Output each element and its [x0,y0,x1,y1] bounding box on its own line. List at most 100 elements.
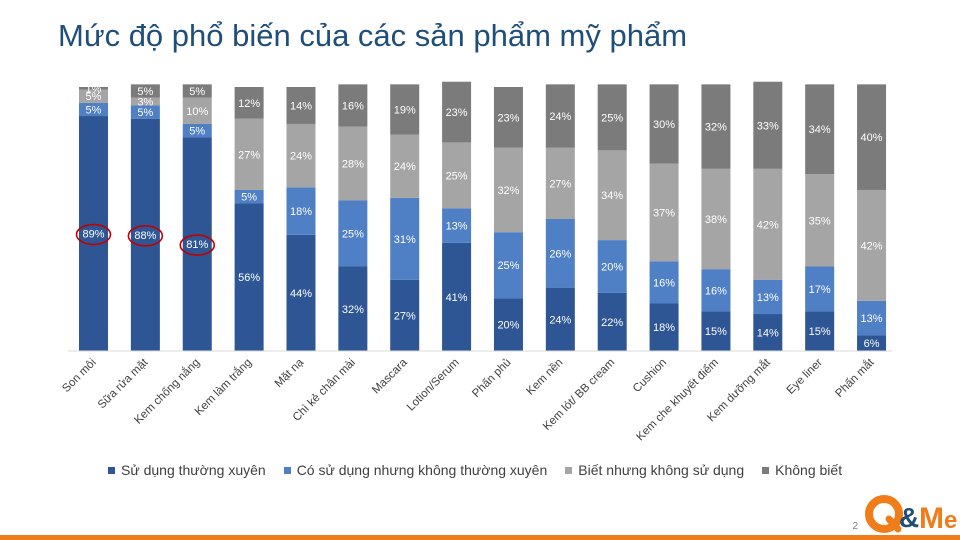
bar-segment-4-14 [753,81,783,169]
bar-segment-4-2 [130,84,160,98]
data-label: 32% [342,304,364,316]
data-label: 27% [549,178,571,190]
data-label: 27% [394,310,416,322]
bar-segment-1-11 [597,292,627,351]
bar-segment-4-6 [338,84,368,127]
highlight-ring [127,225,164,247]
bar-segment-3-15 [805,174,835,267]
data-label: 5% [86,91,102,103]
data-label: 10% [186,106,208,118]
bar-segment-3-12 [649,163,679,262]
bar-segment-3-8 [442,142,472,209]
data-label: 25% [446,170,468,182]
bar-group [79,81,887,352]
bar-segment-3-16 [857,189,887,301]
data-label: 38% [705,214,727,226]
data-label: 16% [653,277,675,289]
stacked-bar-chart: 89%5%5%1%88%5%3%5%81%5%10%5%56%5%27%12%4… [60,81,892,443]
data-label: 25% [342,229,364,241]
data-label: 18% [290,206,312,218]
data-label: 41% [446,292,468,304]
bar-segment-2-10 [545,219,575,288]
data-label: 16% [705,285,727,297]
data-label: 20% [601,262,623,274]
legend-label: Sử dụng thường xuyên [121,462,266,478]
data-label: 23% [497,112,519,124]
bar-segment-1-15 [805,311,835,351]
x-tick-label: Kem nền [524,357,565,398]
bar-segment-4-11 [597,84,627,151]
data-label: 14% [757,328,779,340]
x-tick-label: Eye liner [785,357,825,397]
data-label: 5% [241,192,257,204]
bar-segment-2-14 [753,279,783,315]
bar-segment-2-1 [79,102,108,117]
bar-segment-2-15 [805,266,835,312]
bar-segment-1-13 [701,311,731,351]
bar-segment-1-6 [338,266,368,351]
svg-text:e: e [944,507,957,534]
data-label: 40% [861,132,883,144]
data-label: 5% [137,107,153,119]
highlight-ring [179,234,216,256]
data-label: 24% [394,161,416,173]
bar-segment-4-7 [390,84,420,135]
bar-segment-4-4 [234,87,264,119]
bar-segment-2-12 [649,261,679,304]
legend-label: Có sử dụng nhưng không thường xuyên [296,462,548,478]
data-label: 27% [238,149,260,161]
bar-segment-1-10 [545,287,575,351]
bar-segment-4-9 [493,87,523,148]
legend-item-4: Không biết [762,462,842,478]
svg-text:M: M [919,502,944,534]
data-label: 5% [86,104,102,116]
bar-segment-4-16 [857,84,887,190]
highlight-ring [75,223,112,246]
legend-item-1: Sử dụng thường xuyên [108,462,266,478]
x-tick-label: Mascara [370,356,410,396]
data-label: 56% [238,272,260,284]
data-label: 25% [601,112,623,124]
bar-segment-3-11 [597,150,627,241]
x-tick-label: Sữa rửa mặt [96,356,151,411]
data-label: 20% [497,320,519,332]
data-label: 3% [137,97,153,109]
data-label: 31% [394,234,416,246]
data-label-group: 89%5%5%1%88%5%3%5%81%5%10%5%56%5%27%12%4… [82,83,882,350]
bar-segment-2-5 [286,187,316,235]
data-label: 13% [861,313,883,325]
chart-title: Mức độ phổ biến của các sản phẩm mỹ phẩm [58,18,688,53]
data-label: 42% [861,240,883,252]
data-label: 37% [653,207,675,219]
bar-segment-1-14 [753,314,783,351]
bar-segment-3-4 [234,118,264,190]
legend-label: Không biết [775,462,843,478]
data-label: 24% [290,151,312,163]
bar-segment-2-16 [857,300,887,336]
bar-segment-2-11 [597,240,627,293]
bar-segment-4-3 [182,84,212,98]
data-label: 13% [446,221,468,233]
data-label: 81% [186,239,208,251]
data-label: 34% [809,124,831,136]
data-label: 1% [86,83,102,95]
data-label: 16% [342,100,364,112]
data-label: 6% [864,338,880,350]
bar-segment-2-13 [701,269,731,312]
svg-text:&: & [899,502,919,533]
bar-segment-4-10 [545,84,575,148]
x-tick-label: Mặt nạ [273,356,307,390]
legend-swatch [283,466,291,474]
bar-segment-1-4 [234,203,264,351]
bar-segment-1-5 [286,234,316,351]
bar-segment-1-3 [182,137,212,351]
bar-segment-3-10 [545,147,575,219]
data-label: 42% [757,219,779,231]
data-label: 24% [549,314,571,326]
bar-segment-2-4 [234,189,264,204]
bar-segment-4-15 [805,84,835,175]
bar-segment-3-9 [493,147,523,233]
data-label: 35% [809,215,831,227]
x-tick-label: Phấn phủ [470,357,513,400]
qme-logo: & M e [865,495,957,534]
